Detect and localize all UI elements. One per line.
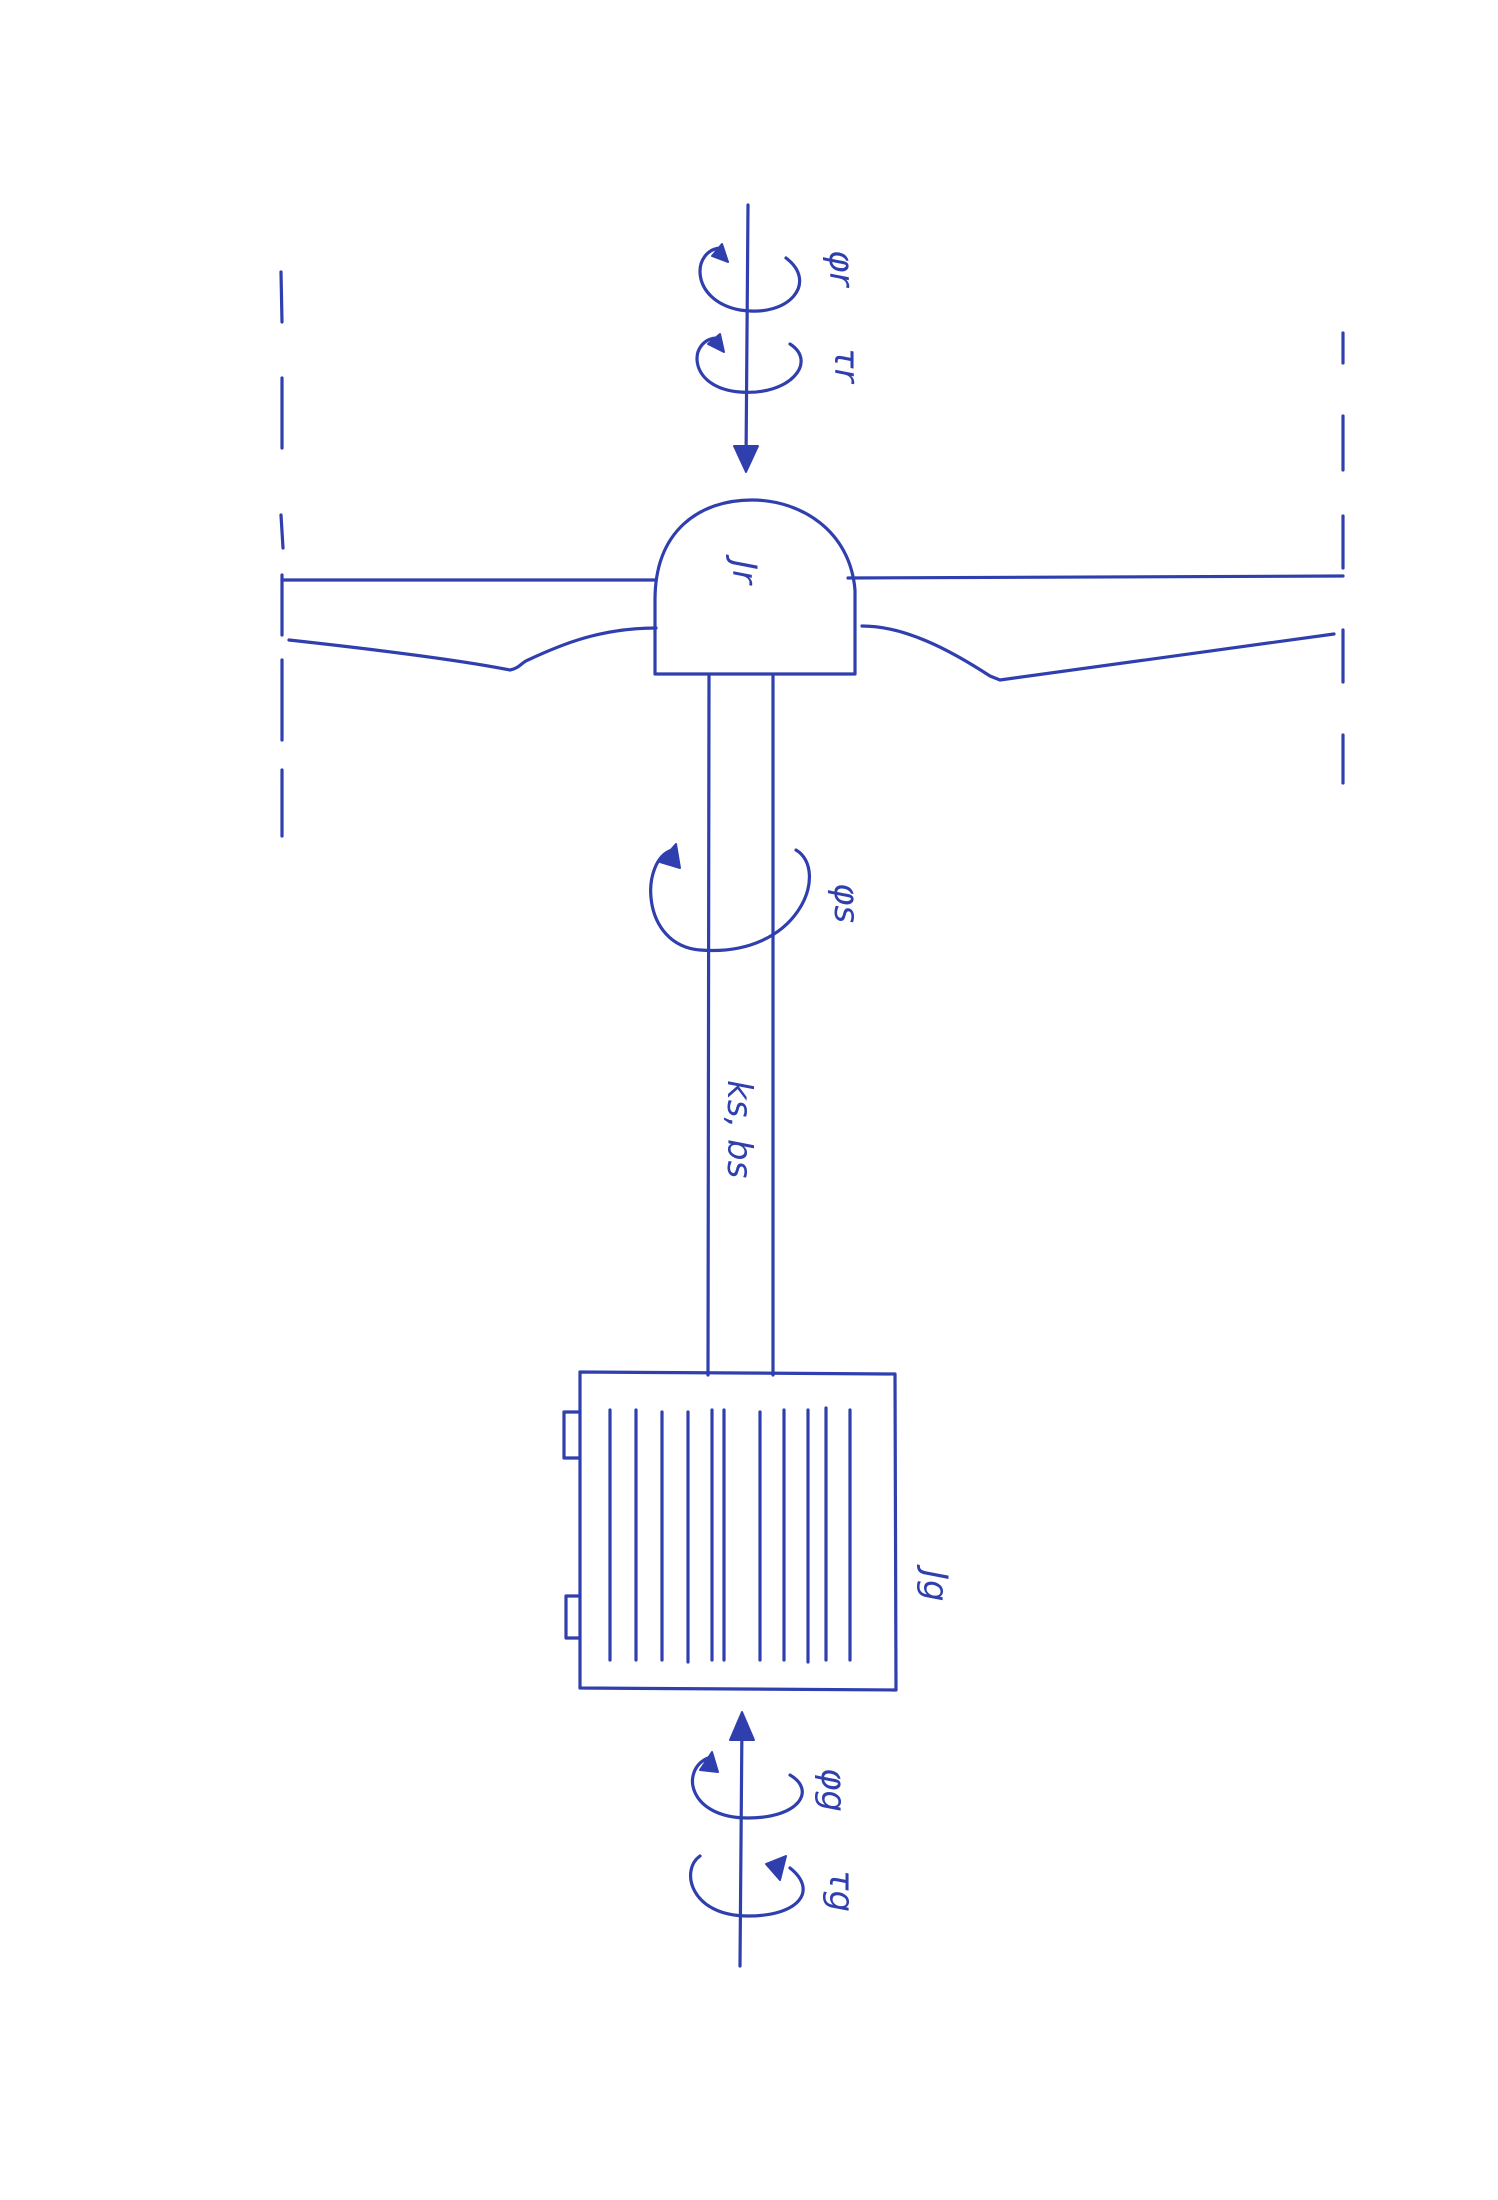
shaft-angle-label: φs	[826, 883, 866, 923]
rotor-angle-curved-arrow-icon	[698, 243, 802, 313]
svg-text:Jg: Jg	[915, 1564, 955, 1602]
generator-inertia-label: Jg	[915, 1564, 955, 1602]
generator-angle-label: φg	[813, 1768, 853, 1812]
shaft-angle-curved-arrow-icon	[649, 843, 812, 953]
rotor-inertia-label: Jr	[724, 554, 764, 586]
drive-shaft	[706, 673, 775, 1377]
generator-windings	[608, 1406, 852, 1664]
rotor-torque-label: τr	[826, 348, 866, 384]
svg-text:τr: τr	[826, 348, 866, 384]
right-blade	[846, 574, 1345, 682]
left-blade	[280, 578, 658, 672]
generator-angle-curved-arrow-icon	[690, 1751, 804, 1820]
shaft-stiffness-damping-label: ks, bs	[719, 1080, 759, 1178]
rotor-axis-arrow-icon	[733, 203, 759, 473]
rotor-torque-curved-arrow-icon	[695, 333, 803, 394]
svg-text:ks, bs: ks, bs	[719, 1080, 759, 1178]
rotor-hub	[653, 498, 857, 676]
svg-text:τg: τg	[821, 1870, 861, 1912]
generator-torque-label: τg	[821, 1870, 861, 1912]
generator-torque-curved-arrow-icon	[689, 1854, 805, 1918]
generator-housing	[562, 1370, 898, 1692]
left-blade-tip-marker	[279, 270, 285, 838]
svg-text:φr: φr	[821, 250, 861, 288]
svg-text:φs: φs	[826, 883, 866, 923]
svg-text:Jr: Jr	[724, 554, 764, 586]
svg-text:φg: φg	[813, 1768, 853, 1812]
generator-axis-arrow-icon	[729, 1711, 755, 1968]
rotor-angle-label: φr	[821, 250, 861, 288]
